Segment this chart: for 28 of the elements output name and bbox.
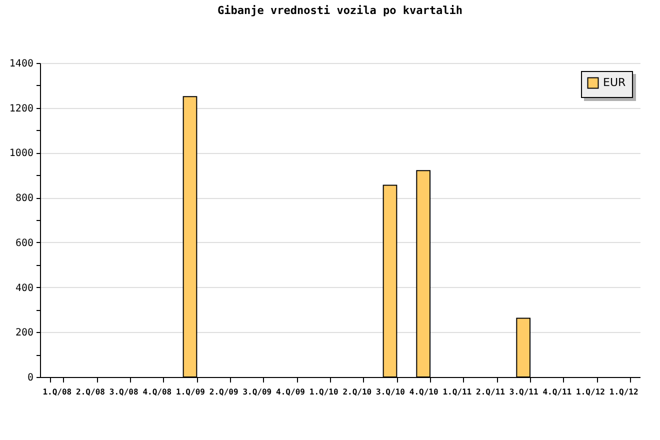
x-tick-label: 4.Q/11 <box>542 388 572 396</box>
x-tick-label: 1.Q/08 <box>42 388 72 396</box>
y-tick-label: 1400 <box>9 58 34 70</box>
x-tick-label: 4.Q/09 <box>276 388 306 396</box>
x-tick-label: 1.Q/12 <box>576 388 606 396</box>
y-tick-label: 600 <box>15 238 34 249</box>
x-tick-label: 2.Q/10 <box>342 388 372 396</box>
x-tick-label: 1.Q/11 <box>442 388 472 396</box>
y-tick-label: 1000 <box>9 148 34 160</box>
x-tick-label: 3.Q/08 <box>109 388 138 396</box>
x-tick-label: 3.Q/10 <box>376 388 406 396</box>
x-tick-label: 3.Q/09 <box>242 388 272 396</box>
x-tick-label: 4.Q/10 <box>409 388 438 396</box>
y-tick-label: 1200 <box>9 103 34 114</box>
x-tick-label: 1.Q/10 <box>309 388 338 396</box>
x-tick-label: 1.Q/12 <box>609 388 638 396</box>
x-tick-label: 2.Q/09 <box>209 388 238 396</box>
x-tick-label: 3.Q/11 <box>509 388 538 396</box>
x-tick-label: 2.Q/08 <box>76 388 106 396</box>
y-tick-label: 800 <box>15 193 34 204</box>
y-tick-label: 200 <box>15 328 34 339</box>
y-tick-label: 0 <box>27 372 34 384</box>
chart-title: Gibanje vrednosti vozila po kvartalih <box>217 4 463 17</box>
x-tick-label: 4.Q/08 <box>142 388 172 396</box>
x-tick-label: 1.Q/09 <box>176 388 206 396</box>
y-tick-label: 400 <box>15 282 34 294</box>
x-tick-label: 2.Q/11 <box>476 388 506 396</box>
legend-label: EUR <box>603 76 626 89</box>
